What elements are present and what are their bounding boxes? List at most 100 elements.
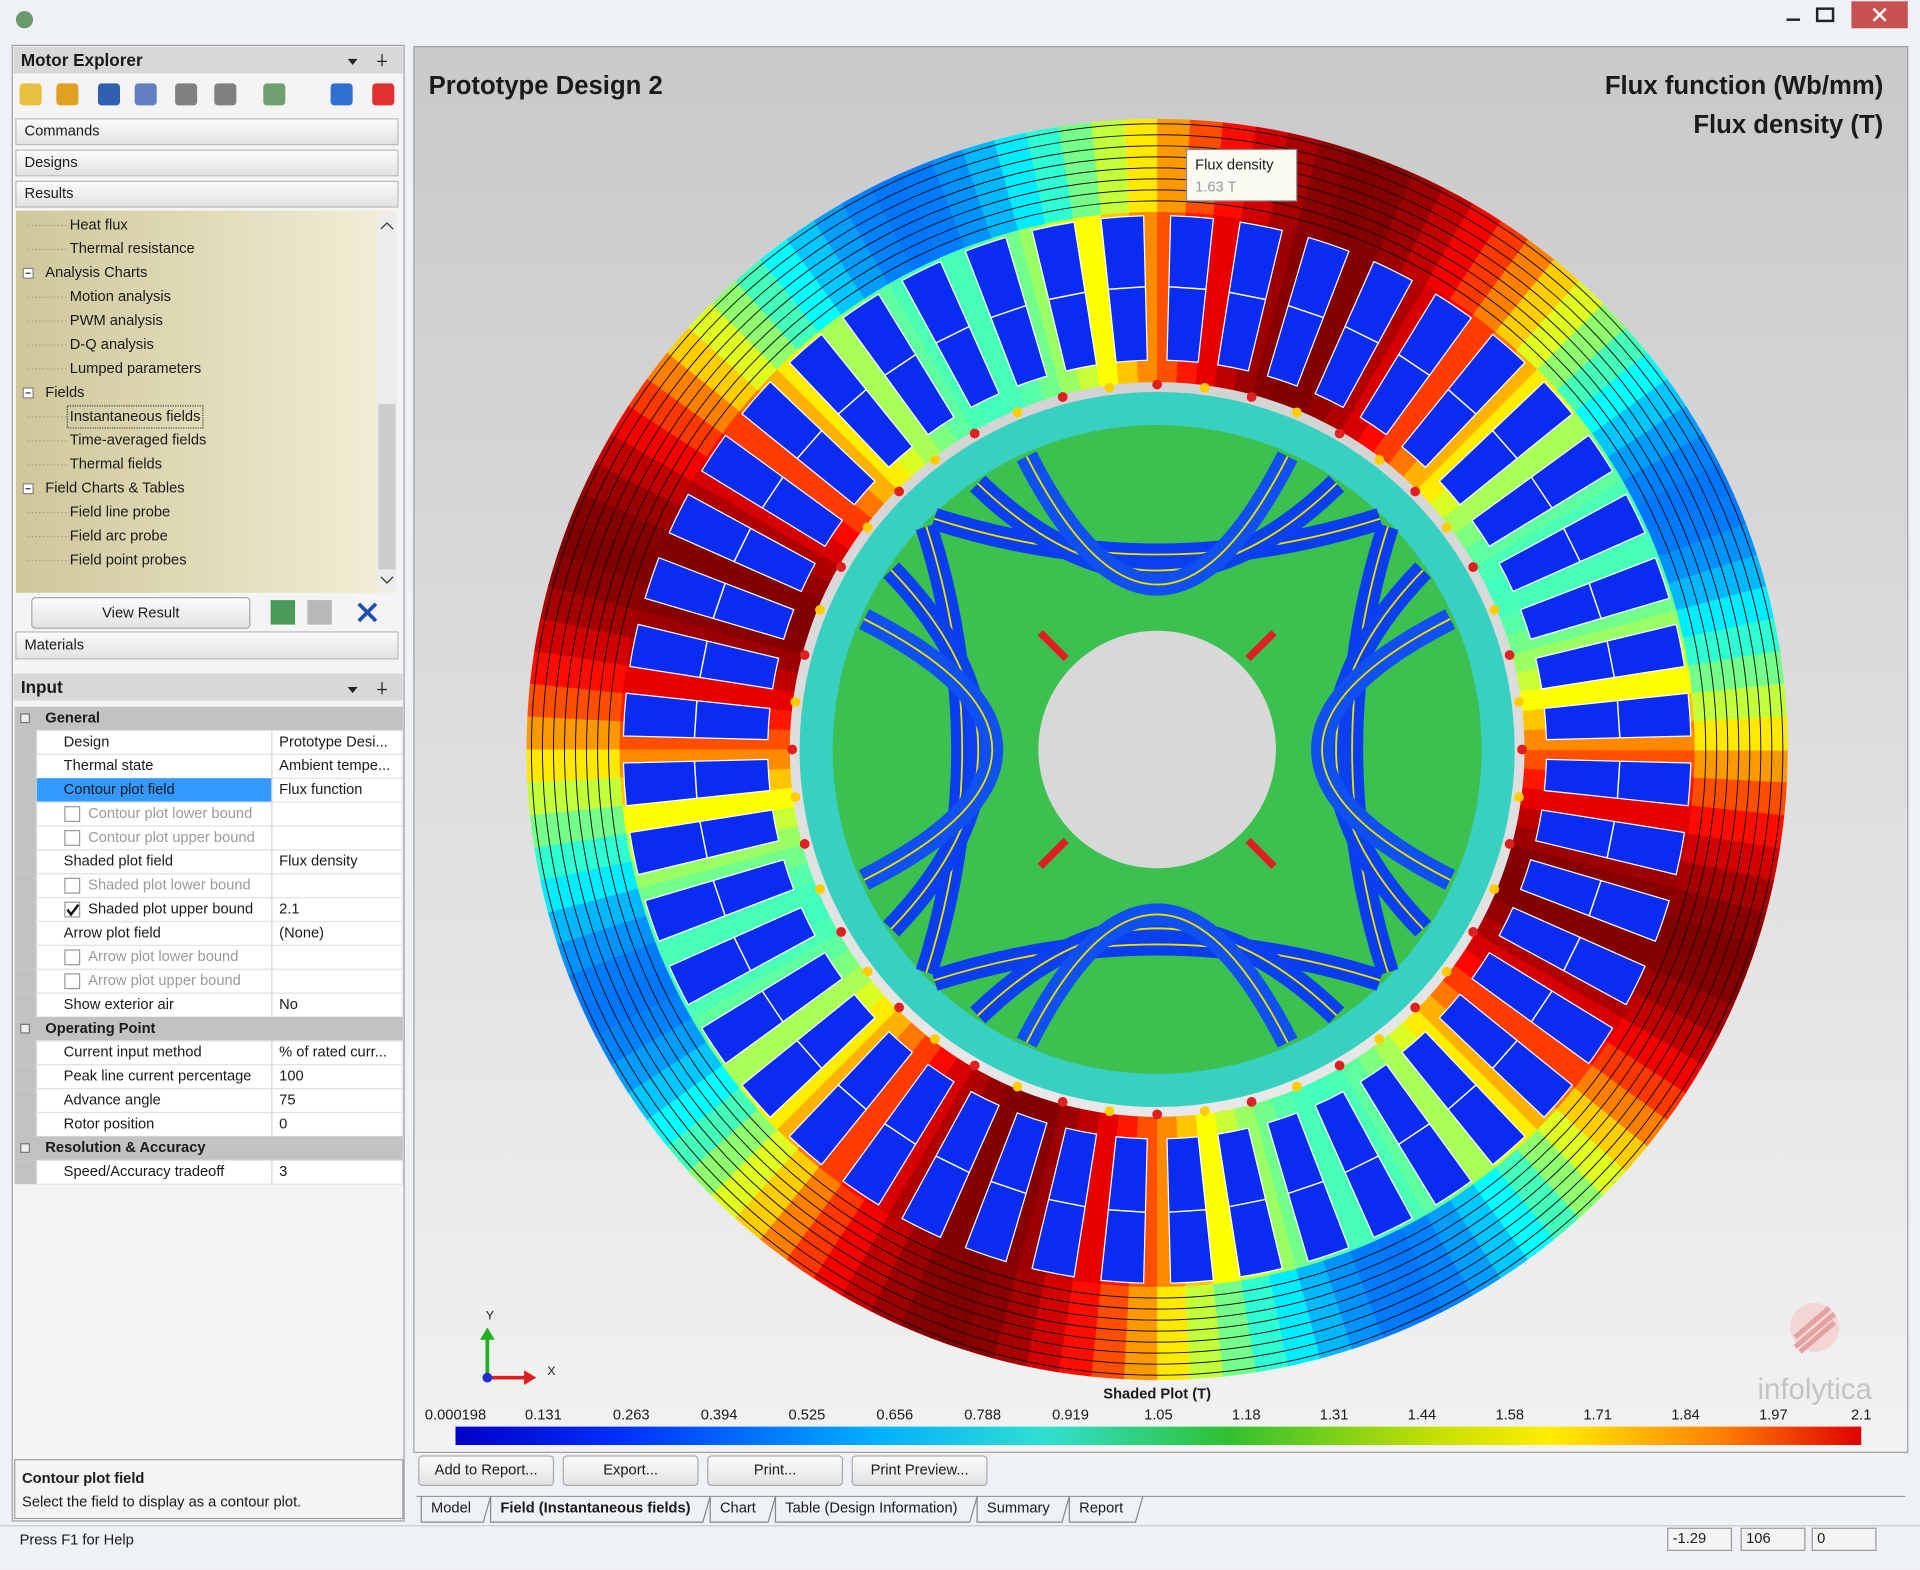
grid-value[interactable]: (None) xyxy=(279,925,324,941)
toolbar-button[interactable] xyxy=(19,83,42,106)
tree-item[interactable]: Lumped parameters xyxy=(70,361,201,377)
tree-item[interactable]: Field arc probe xyxy=(70,528,168,544)
grid-section-label: General xyxy=(45,710,100,726)
view-button-label[interactable]: Add to Report... xyxy=(435,1463,538,1479)
toolbar-button[interactable] xyxy=(97,83,120,106)
pane-menu[interactable] xyxy=(347,687,358,694)
yoke-sector xyxy=(534,617,633,666)
tree-action-icon[interactable] xyxy=(270,600,296,625)
grid-collapse[interactable] xyxy=(20,1143,30,1153)
section-bar[interactable] xyxy=(15,149,399,177)
tree-item[interactable]: Field Charts & Tables xyxy=(45,481,184,497)
tab[interactable]: Summary xyxy=(987,1501,1050,1517)
tree-item[interactable]: Analysis Charts xyxy=(45,265,147,281)
tree-item[interactable]: Thermal resistance xyxy=(70,241,195,257)
toolbar-button[interactable] xyxy=(330,83,353,106)
tooth-sector xyxy=(622,664,795,712)
gap-hotspot xyxy=(1468,562,1479,572)
grid-value[interactable]: No xyxy=(279,997,298,1013)
section-bar[interactable] xyxy=(15,180,399,208)
tree-item[interactable]: Time-averaged fields xyxy=(70,433,207,449)
yoke-sector xyxy=(1555,327,1648,413)
pane-pin[interactable] xyxy=(377,53,387,67)
toolbar-button[interactable] xyxy=(134,83,157,106)
tree-item[interactable]: Field point probes xyxy=(70,552,187,568)
slot-divider xyxy=(837,1084,867,1111)
view-button[interactable] xyxy=(707,1455,844,1487)
tree-item[interactable]: Heat flux xyxy=(70,217,129,233)
tree-remove-icon[interactable] xyxy=(357,602,378,623)
scroll-up[interactable] xyxy=(380,222,394,230)
toolbar-button[interactable] xyxy=(175,83,198,106)
pane-menu[interactable] xyxy=(347,58,358,65)
yoke-sector xyxy=(1573,1064,1668,1148)
tree-item[interactable]: D-Q analysis xyxy=(70,337,154,353)
yoke-sector xyxy=(627,1040,724,1121)
tab[interactable]: Chart xyxy=(720,1501,756,1517)
tree-scroll-thumb[interactable] xyxy=(378,404,396,570)
grid-value[interactable]: % of rated curr... xyxy=(279,1045,387,1061)
grid-value[interactable]: 3 xyxy=(279,1164,287,1180)
view-button-label[interactable]: Print Preview... xyxy=(871,1463,969,1479)
toolbar-button[interactable] xyxy=(372,83,395,106)
tree-action-icon[interactable] xyxy=(307,600,332,625)
grid-checkbox[interactable] xyxy=(64,901,81,918)
section-label[interactable]: Commands xyxy=(24,124,99,140)
tree-item[interactable]: Field line probe xyxy=(70,505,170,521)
stator-slot xyxy=(1100,215,1148,363)
grid-row[interactable] xyxy=(36,1159,404,1185)
yoke-sector xyxy=(540,585,640,638)
scroll-down[interactable] xyxy=(380,576,394,584)
flux-line xyxy=(530,123,1784,1376)
grid-value[interactable]: 0 xyxy=(279,1116,287,1132)
grid-value[interactable]: Ambient tempe... xyxy=(279,758,390,774)
tree-item[interactable]: Thermal fields xyxy=(70,457,162,473)
view-button[interactable] xyxy=(851,1455,988,1487)
section-label[interactable]: Results xyxy=(24,186,73,202)
tree-item[interactable]: Motion analysis xyxy=(70,289,171,305)
tab[interactable]: Report xyxy=(1079,1501,1123,1517)
toolbar-button[interactable] xyxy=(56,83,79,106)
grid-value[interactable]: 100 xyxy=(279,1069,304,1085)
pane-pin[interactable] xyxy=(377,682,387,695)
grid-checkbox xyxy=(64,949,81,966)
view-button[interactable] xyxy=(418,1455,555,1487)
slot-divider xyxy=(1048,1198,1086,1208)
gap-hotspot xyxy=(1489,604,1500,615)
axis-y-head xyxy=(480,1327,495,1340)
yoke-sector xyxy=(568,940,668,1006)
tooth-sector xyxy=(1288,1085,1376,1252)
toolbar-button[interactable] xyxy=(214,83,237,106)
slot-divider xyxy=(712,880,726,916)
grid-collapse[interactable] xyxy=(20,1023,30,1034)
tree-item[interactable]: PWM analysis xyxy=(70,313,163,329)
colorbar-label: 1.18 xyxy=(1232,1407,1261,1423)
grid-value[interactable]: Flux density xyxy=(279,854,358,870)
yoke-sector xyxy=(1295,140,1354,240)
grid-collapse[interactable] xyxy=(20,713,30,724)
maximize-button[interactable] xyxy=(1815,7,1835,23)
view-button-label[interactable]: Export... xyxy=(603,1463,658,1479)
shaft-hole xyxy=(1038,630,1276,869)
view-result-button[interactable] xyxy=(31,597,251,629)
grid-value[interactable]: 2.1 xyxy=(279,901,299,917)
grid-value[interactable]: Prototype Desi... xyxy=(279,734,388,750)
grid-value[interactable]: Flux function xyxy=(279,782,362,798)
colorbar-label: 0.525 xyxy=(789,1407,826,1423)
tree-item[interactable]: Fields xyxy=(45,385,84,401)
slot-divider xyxy=(1492,430,1518,460)
yoke-sector xyxy=(646,1063,741,1147)
view-button[interactable] xyxy=(562,1455,699,1487)
gap-hotspot xyxy=(790,792,801,803)
toolbar-button[interactable] xyxy=(263,83,286,106)
tab-active[interactable]: Field (Instantaneous fields) xyxy=(500,1501,690,1517)
section-label[interactable]: Designs xyxy=(24,155,77,171)
materials-bar[interactable] xyxy=(15,631,399,660)
grid-value[interactable]: 75 xyxy=(279,1092,295,1108)
tree-item-selected[interactable]: Instantaneous fields xyxy=(70,409,201,425)
grid-gutter xyxy=(14,993,37,1018)
tab[interactable]: Model xyxy=(431,1501,471,1517)
section-bar[interactable] xyxy=(15,118,399,146)
view-button-label[interactable]: Print... xyxy=(754,1463,796,1479)
tab[interactable]: Table (Design Information) xyxy=(785,1501,957,1517)
